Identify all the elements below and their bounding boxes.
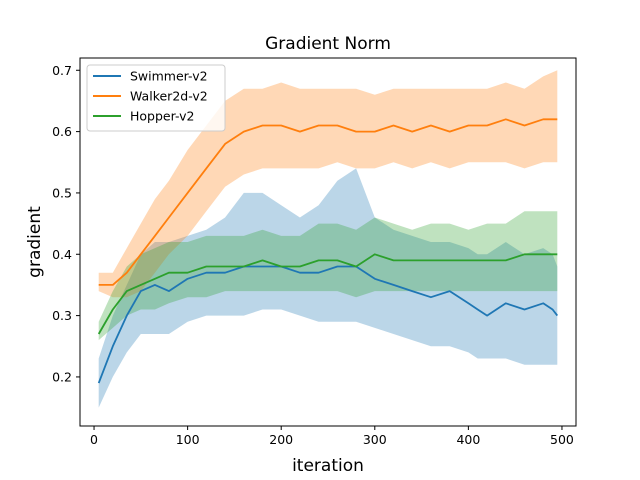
plot-frame xyxy=(79,57,577,427)
series-lines xyxy=(97,118,559,384)
x-tick-label: 300 xyxy=(363,432,387,447)
y-axis-ticks: 0.2 0.3 0.4 0.5 0.6 0.7 xyxy=(52,63,80,384)
band-swimmer-v2 xyxy=(98,168,558,408)
legend-items: Swimmer-v2 Walker2d-v2 Hopper-v2 xyxy=(93,69,208,124)
x-tick-label: 100 xyxy=(176,432,200,447)
legend-label-walker2d-v2: Walker2d-v2 xyxy=(130,89,208,104)
y-tick-label: 0.4 xyxy=(52,247,72,262)
x-axis-ticks: 0 100 200 300 400 500 xyxy=(90,426,574,447)
y-axis-label: gradient xyxy=(25,206,45,278)
legend-label-hopper-v2: Hopper-v2 xyxy=(130,109,194,124)
y-tick-label: 0.7 xyxy=(52,63,72,78)
x-tick-label: 0 xyxy=(90,432,98,447)
legend-label-swimmer-v2: Swimmer-v2 xyxy=(130,69,208,84)
x-tick-label: 500 xyxy=(550,432,574,447)
line-hopper-v2 xyxy=(97,253,558,335)
y-tick-label: 0.2 xyxy=(52,369,72,384)
line-swimmer-v2 xyxy=(97,265,559,384)
y-tick-label: 0.3 xyxy=(52,308,72,323)
line-walker2d-v2 xyxy=(98,118,558,286)
chart-title: Gradient Norm xyxy=(265,34,391,54)
x-tick-label: 200 xyxy=(269,432,293,447)
y-tick-label: 0.5 xyxy=(52,185,72,200)
band-hopper-v2 xyxy=(98,211,558,341)
legend: Swimmer-v2 Walker2d-v2 Hopper-v2 xyxy=(86,64,226,132)
x-tick-label: 400 xyxy=(456,432,480,447)
legend-box xyxy=(86,64,226,132)
y-tick-label: 0.6 xyxy=(52,124,72,139)
x-axis-label: iteration xyxy=(292,456,364,476)
